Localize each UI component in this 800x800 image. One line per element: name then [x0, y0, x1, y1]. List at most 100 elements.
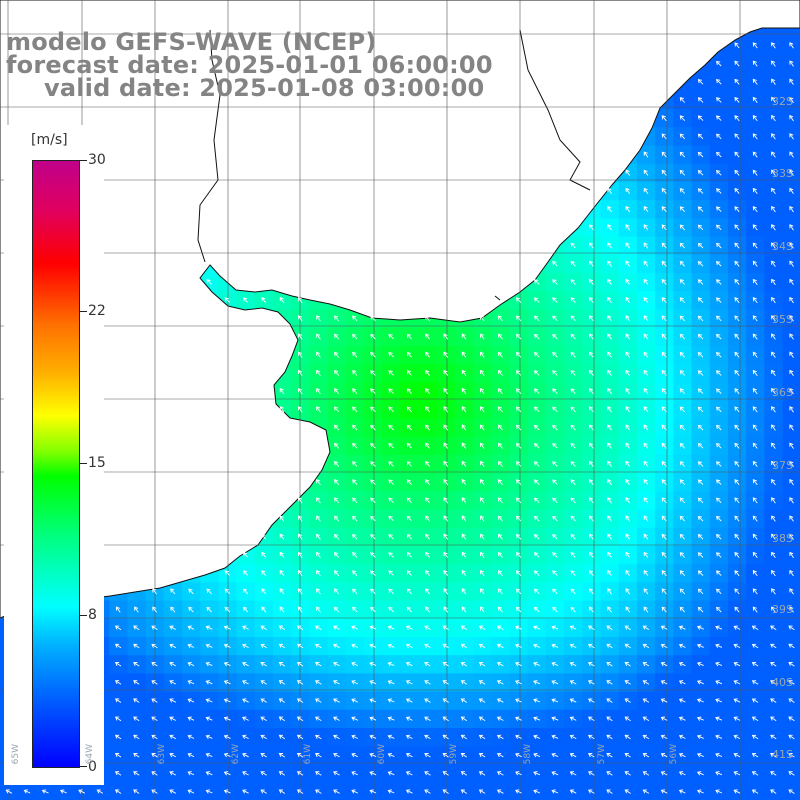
- wind-arrow: [552, 279, 558, 285]
- wind-speed-cell: [273, 782, 292, 800]
- wind-arrow: [661, 388, 667, 395]
- wind-arrow: [405, 625, 413, 630]
- wind-arrow: [660, 752, 668, 758]
- wind-arrow: [697, 151, 704, 158]
- wind-arrow: [369, 771, 377, 776]
- wind-arrow: [460, 753, 468, 758]
- wind-arrow: [278, 625, 286, 631]
- wind-arrow: [424, 698, 431, 703]
- wind-arrow: [443, 569, 449, 577]
- wind-arrow: [114, 643, 122, 649]
- wind-arrow: [497, 424, 503, 431]
- wind-arrow: [678, 625, 686, 630]
- wind-arrow: [789, 442, 794, 449]
- wind-arrow: [752, 224, 758, 231]
- wind-arrow: [607, 497, 612, 504]
- colorbar: [32, 160, 80, 768]
- wind-arrow: [752, 151, 758, 158]
- wind-arrow: [643, 551, 649, 558]
- wind-arrow: [716, 133, 722, 140]
- wind-arrow: [388, 461, 394, 467]
- wind-arrow: [587, 643, 595, 649]
- wind-arrow: [606, 625, 613, 631]
- wind-arrow: [606, 716, 613, 722]
- wind-arrow: [588, 533, 594, 540]
- wind-arrow: [296, 716, 304, 722]
- wind-arrow: [752, 460, 758, 467]
- wind-arrow: [424, 771, 431, 776]
- wind-speed-cell: [618, 782, 638, 800]
- wind-arrow: [406, 442, 412, 449]
- wind-arrow: [661, 151, 667, 158]
- wind-arrow: [443, 533, 449, 540]
- wind-arrow: [716, 552, 722, 558]
- wind-arrow: [716, 588, 722, 595]
- wind-speed-cell: [782, 36, 800, 56]
- wind-arrow: [479, 606, 485, 613]
- wind-arrow: [424, 716, 431, 721]
- wind-arrow: [788, 789, 795, 794]
- wind-arrow: [643, 224, 649, 231]
- wind-arrow: [352, 461, 358, 467]
- wind-arrow: [443, 497, 449, 504]
- wind-arrow: [697, 242, 704, 249]
- wind-arrow: [478, 625, 486, 630]
- wind-arrow: [496, 716, 504, 721]
- wind-arrow: [588, 460, 594, 467]
- wind-arrow: [624, 698, 631, 703]
- wind-arrow: [296, 625, 304, 631]
- wind-arrow: [788, 716, 795, 722]
- wind-arrow: [716, 424, 722, 431]
- wind-arrow: [5, 789, 13, 794]
- wind-arrow: [771, 114, 776, 122]
- wind-arrow: [114, 771, 122, 776]
- wind-arrow: [351, 734, 358, 740]
- wind-speed-cell: [782, 91, 800, 110]
- wind-arrow: [223, 752, 231, 758]
- wind-arrow: [151, 662, 158, 667]
- wind-arrow: [733, 661, 741, 667]
- wind-arrow: [696, 643, 704, 649]
- wind-arrow: [607, 296, 612, 304]
- wind-arrow: [114, 662, 122, 667]
- wind-arrow: [587, 680, 595, 685]
- wind-arrow: [296, 771, 304, 776]
- wind-arrow: [679, 333, 686, 340]
- wind-arrow: [716, 297, 722, 303]
- wind-arrow: [169, 752, 177, 758]
- wind-arrow: [643, 351, 649, 358]
- wind-arrow: [697, 133, 704, 140]
- wind-arrow: [405, 680, 413, 685]
- wind-arrow: [405, 752, 413, 758]
- wind-arrow: [315, 625, 322, 630]
- wind-arrow: [461, 606, 467, 613]
- wind-arrow: [223, 698, 231, 703]
- wind-arrow: [533, 716, 541, 721]
- wind-arrow: [479, 551, 485, 558]
- wind-arrow: [569, 752, 577, 758]
- wind-arrow: [425, 606, 431, 613]
- wind-arrow: [552, 352, 558, 358]
- wind-arrow: [298, 369, 303, 377]
- wind-arrow: [406, 351, 412, 358]
- wind-arrow: [134, 606, 139, 613]
- wind-arrow: [169, 771, 177, 776]
- wind-arrow: [696, 680, 704, 685]
- wind-arrow: [534, 279, 540, 285]
- wind-arrow: [587, 662, 595, 667]
- wind-arrow: [533, 698, 541, 703]
- wind-arrow: [479, 479, 485, 486]
- colorbar-tick: [79, 160, 87, 161]
- longitude-label: 60W: [377, 744, 387, 765]
- wind-arrow: [678, 680, 686, 685]
- wind-arrow: [679, 297, 686, 304]
- wind-arrow: [752, 388, 758, 395]
- wind-arrow: [715, 680, 723, 685]
- wind-arrow: [733, 734, 741, 740]
- wind-speed-cell: [309, 782, 329, 800]
- wind-speed-cell: [491, 782, 511, 800]
- wind-arrow: [734, 115, 740, 122]
- wind-arrow: [661, 333, 667, 340]
- wind-arrow: [496, 771, 504, 776]
